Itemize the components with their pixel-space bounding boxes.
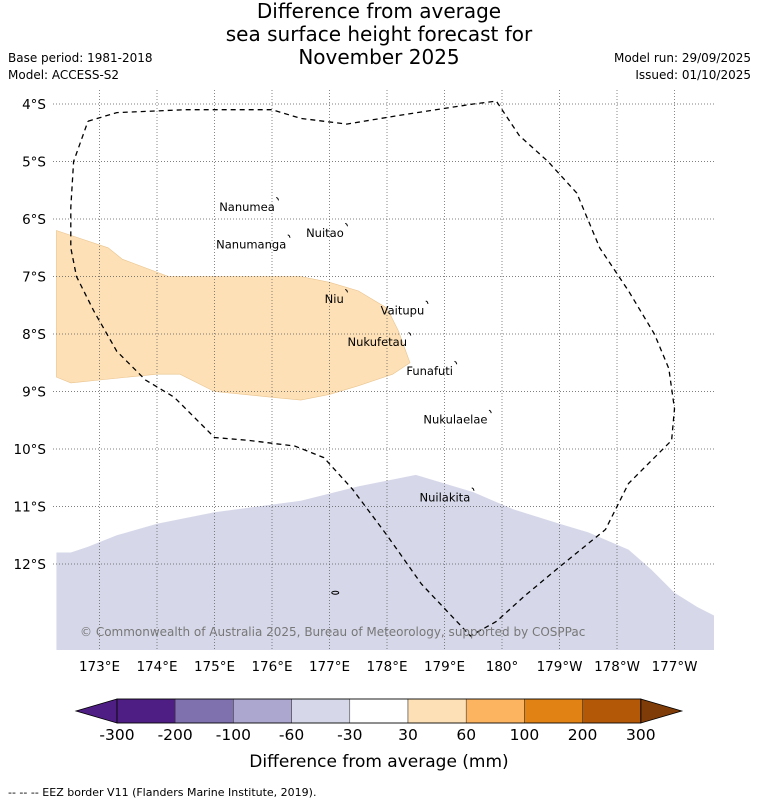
colorbar-bin [407,698,467,724]
colorbar-bin [465,698,525,724]
island-label: Nuitao [306,226,344,240]
model-info: Base period: 1981-2018 Model: ACCESS-S2 [8,50,153,84]
map-area: Nanumea Nuitao Nanumanga Niu Vaitupu Nukufeta… [14,90,714,675]
lat-tick-label: 10°S [14,442,47,458]
island-label: Vaitupu [381,303,425,317]
lon-tick-label: 175°E [194,659,235,675]
island-label: Funafuti [406,364,453,378]
island-mark [287,234,291,238]
anomaly-region-2 [56,474,714,650]
colorbar-title: Difference from average (mm) [249,752,508,772]
island-mark [344,222,349,227]
colorbar-tick-label: -200 [158,726,193,744]
lat-tick-label: 12°S [14,557,47,573]
island-mark [471,487,475,491]
colorbar-tick-label: 300 [626,726,656,744]
lon-tick-label: 178°E [366,659,407,675]
colorbar-extend-high [640,698,684,724]
lat-tick-label: 9°S [22,385,46,401]
colorbar-bin [582,698,642,724]
title-line-1: Difference from average [256,0,502,23]
colorbar-legend: -300 -200 -100 -60 -30 30 60 100 200 300 Differenc… [74,698,684,772]
colorbar-bin [291,698,351,724]
title-line-2: sea surface height forecast for [225,22,533,46]
lat-tick-label: 6°S [22,212,46,228]
island-mark [275,196,280,201]
colorbar-tick-label: 100 [510,726,540,744]
colorbar-bin [524,698,583,724]
island-label: Nukufetau [348,335,407,349]
island-label: Nuilakita [420,490,471,504]
island-mark [425,300,429,305]
colorbar-tick-label: 200 [568,726,598,744]
copyright-text: © Commonwealth of Australia 2025, Bureau… [80,625,585,639]
colorbar-extend-low [74,698,118,724]
lon-tick-label: 179°W [537,659,583,675]
lon-tick-label: 179°E [424,659,465,675]
lon-tick-label: 174°E [136,659,177,675]
lon-tick-label: 173°E [79,659,120,675]
island-mark [488,409,492,414]
map-figure: Nanumea Nuitao Nanumanga Niu Vaitupu Nukufeta… [14,90,714,772]
run-info: Model run: 29/09/2025 Issued: 01/10/2025 [614,50,751,84]
lat-tick-label: 11°S [14,500,47,516]
island-mark [454,360,458,365]
lat-tick-label: 7°S [22,270,46,286]
lat-tick-label: 5°S [22,155,46,171]
eez-border-line [70,100,676,637]
lon-tick-label: 180° [486,659,519,675]
lon-tick-label: 178°W [594,659,640,675]
island-mark [408,332,412,336]
lat-tick-label: 4°S [22,97,46,113]
island-label: Nukulaelae [423,413,487,427]
base-period: Base period: 1981-2018 [8,51,153,65]
colorbar-tick-label: -60 [279,726,304,744]
colorbar-tick-label: -300 [99,726,134,744]
lon-tick-label: 177°W [652,659,698,675]
model-name: Model: ACCESS-S2 [8,68,120,82]
colorbar-bin [174,698,234,724]
island-label: Niu [325,292,344,306]
colorbar-tick-label: 60 [456,726,476,744]
island-mark [344,288,349,293]
lon-tick-label: 176°E [251,659,292,675]
eez-footnote: -- -- -- EEZ border V11 (Flanders Marine… [8,786,317,799]
title-line-3: November 2025 [298,45,460,69]
colorbar-bin [349,698,409,724]
reef-outline [331,590,340,595]
colorbar-frame [116,698,642,724]
issued-date: Issued: 01/10/2025 [635,68,751,82]
colorbar-bin [233,698,292,724]
island-label: Nanumanga [216,237,286,251]
colorbar-tick-label: 30 [398,726,418,744]
island-label: Nanumea [219,200,275,214]
chart-title: Difference from average sea surface heig… [0,0,758,69]
anomaly-region-1 [56,230,411,401]
colorbar-tick-label: -100 [216,726,251,744]
lon-tick-label: 177°E [309,659,350,675]
model-run: Model run: 29/09/2025 [613,51,751,65]
colorbar-tick-label: -30 [337,726,362,744]
map-content: Nanumea Nuitao Nanumanga Niu Vaitupu Nukufeta… [53,90,714,650]
colorbar-bin [116,698,176,724]
lat-tick-label: 8°S [22,327,46,343]
